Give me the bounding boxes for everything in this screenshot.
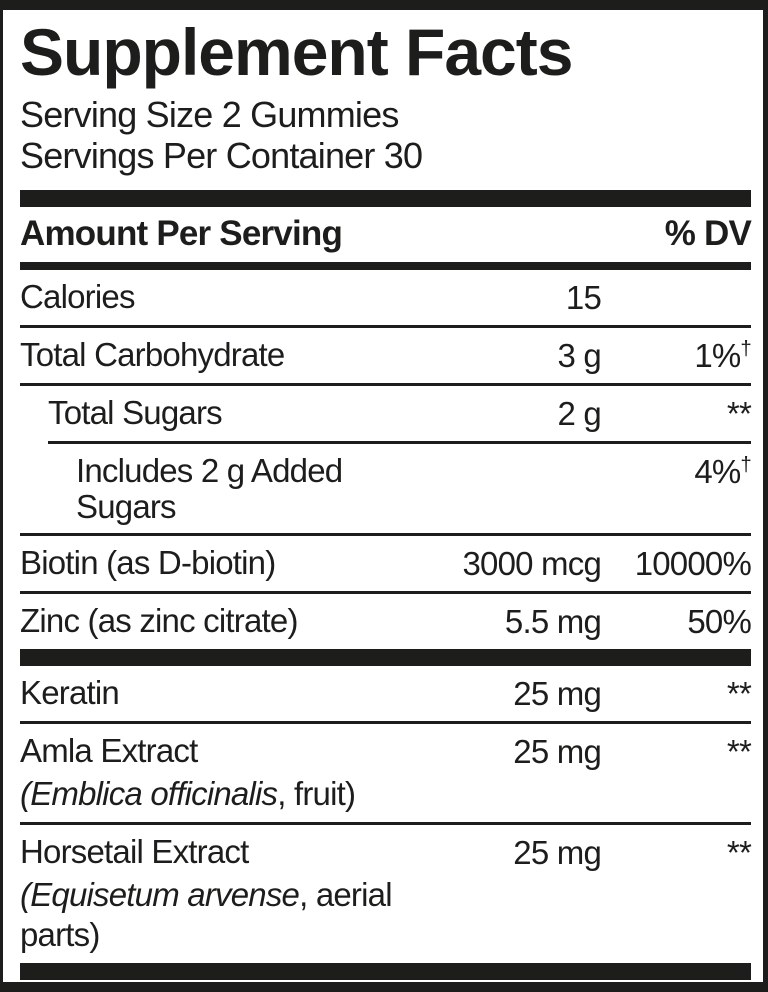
nutrient-dv: 10000% bbox=[601, 544, 752, 583]
table-row-amla-extract: Amla Extract (Emblica officinalis, fruit… bbox=[20, 724, 752, 822]
separator-bar-thick-top bbox=[20, 190, 751, 208]
nutrient-amount: 3000 mcg bbox=[462, 544, 601, 582]
nutrient-amount: 25 mg bbox=[513, 674, 602, 712]
separator-bar-thick-bottom bbox=[20, 962, 751, 980]
dv-value: ** bbox=[726, 674, 752, 712]
nutrient-dv: ** bbox=[601, 833, 752, 872]
table-row-calories: Calories 15 bbox=[20, 270, 751, 325]
table-row-horsetail-extract: Horsetail Extract (Equisetum arvense, ae… bbox=[20, 825, 752, 963]
botanical-source: (Equisetum arvense, aerial parts) bbox=[20, 875, 436, 954]
nutrient-name: Zinc (as zinc citrate) bbox=[20, 601, 298, 639]
nutrient-dv: ** bbox=[601, 395, 752, 433]
table-row-total-carbohydrate: Total Carbohydrate 3 g 1%† bbox=[20, 328, 752, 383]
row-divider bbox=[20, 325, 751, 329]
nutrient-amount: 25 mg bbox=[513, 732, 602, 770]
table-row-keratin: Keratin 25 mg ** bbox=[20, 666, 752, 721]
table-row-biotin: Biotin (as D-biotin) 3000 mcg 10000% bbox=[20, 536, 752, 591]
latin-name: (Equisetum arvense bbox=[20, 876, 300, 914]
table-row-added-sugars: Includes 2 g Added Sugars 4%† bbox=[20, 444, 752, 532]
nutrient-dv: 4%† bbox=[601, 453, 751, 491]
dv-value: 4% bbox=[694, 453, 741, 491]
nutrient-amount: 2 g bbox=[557, 395, 602, 433]
nutrient-dv: 50% bbox=[601, 603, 751, 641]
row-divider bbox=[20, 532, 751, 536]
row-divider bbox=[20, 821, 751, 825]
nutrient-dv: ** bbox=[601, 674, 752, 713]
dv-value: ** bbox=[726, 732, 752, 770]
nutrient-name: Includes 2 g Added Sugars bbox=[76, 452, 343, 525]
row-divider bbox=[20, 383, 751, 387]
nutrient-name-block: Amla Extract (Emblica officinalis, fruit… bbox=[20, 731, 436, 814]
nutrient-name: Keratin bbox=[20, 673, 120, 711]
dv-value: 50% bbox=[687, 602, 751, 640]
nutrient-name: Horsetail Extract bbox=[20, 832, 249, 870]
table-row-total-sugars: Total Sugars 2 g ** bbox=[20, 386, 752, 441]
separator-bar-thick-middle bbox=[20, 648, 751, 666]
nutrient-name: Calories bbox=[20, 278, 135, 316]
column-header-row: Amount Per Serving % DV bbox=[20, 207, 752, 262]
servings-per-container: Servings Per Container 30 bbox=[20, 135, 423, 177]
row-divider-indented bbox=[48, 441, 751, 445]
row-divider bbox=[20, 590, 751, 594]
nutrient-name-block: Horsetail Extract (Equisetum arvense, ae… bbox=[20, 834, 436, 955]
botanical-source: (Emblica officinalis, fruit) bbox=[20, 774, 436, 814]
nutrient-dv: ** bbox=[601, 732, 752, 771]
nutrient-amount: 3 g bbox=[557, 337, 602, 375]
nutrient-name: Total Sugars bbox=[48, 394, 223, 432]
plant-part: , aerial parts) bbox=[20, 876, 393, 954]
dv-value: ** bbox=[726, 395, 752, 433]
page-title: Supplement Facts bbox=[20, 15, 573, 89]
row-divider bbox=[20, 720, 751, 724]
dv-dagger: † bbox=[740, 453, 751, 477]
separator-bar-medium bbox=[20, 262, 751, 271]
table-row-zinc: Zinc (as zinc citrate) 5.5 mg 50% bbox=[20, 594, 752, 649]
plant-part: , fruit) bbox=[277, 775, 356, 813]
dv-value: 1% bbox=[694, 337, 741, 375]
dv-value: ** bbox=[726, 833, 752, 871]
nutrient-name: Biotin (as D-biotin) bbox=[20, 543, 276, 581]
nutrient-amount: 15 bbox=[565, 279, 602, 317]
nutrient-name: Amla Extract bbox=[20, 731, 198, 769]
percent-dv-header: % DV bbox=[664, 214, 752, 254]
nutrient-amount: 25 mg bbox=[513, 833, 602, 871]
nutrient-name: Total Carbohydrate bbox=[20, 336, 285, 374]
serving-size: Serving Size 2 Gummies bbox=[20, 94, 399, 136]
latin-name: (Emblica officinalis bbox=[20, 775, 278, 813]
nutrient-dv: 1%† bbox=[601, 337, 751, 375]
dv-dagger: † bbox=[740, 337, 751, 361]
nutrient-amount: 5.5 mg bbox=[504, 602, 602, 640]
amount-per-serving-header: Amount Per Serving bbox=[20, 214, 343, 254]
dv-value: 10000% bbox=[634, 544, 752, 582]
